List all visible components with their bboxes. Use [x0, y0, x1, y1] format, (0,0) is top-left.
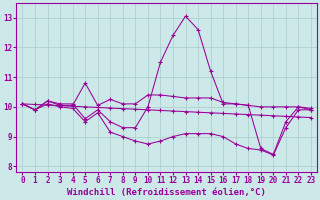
X-axis label: Windchill (Refroidissement éolien,°C): Windchill (Refroidissement éolien,°C) [67, 188, 266, 197]
